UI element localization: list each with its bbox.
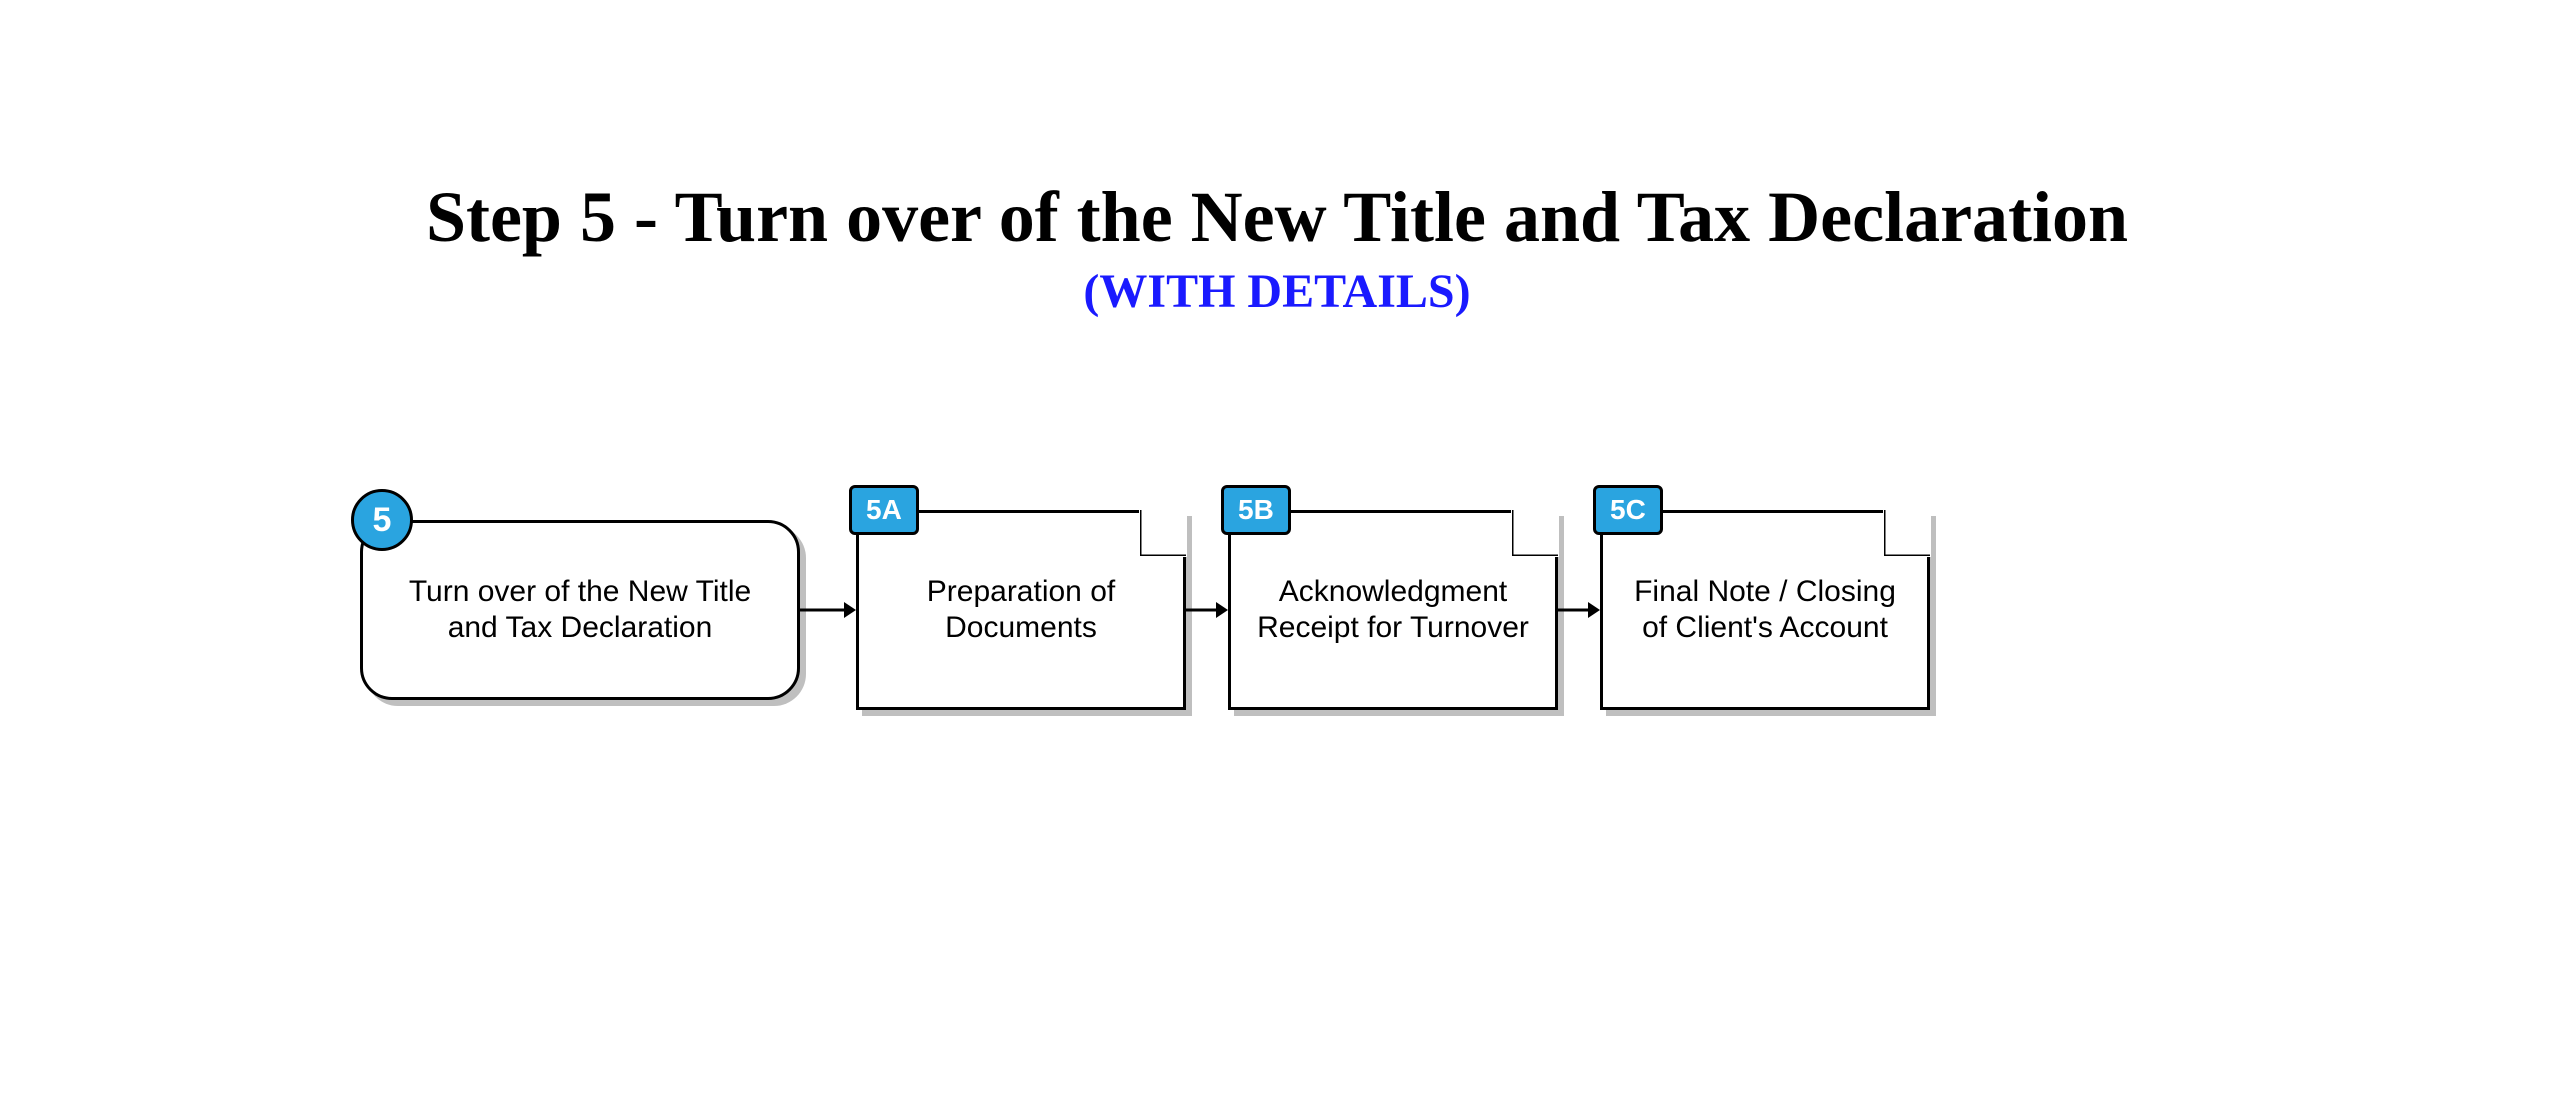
node-5A: 5A Preparation of Documents bbox=[856, 510, 1186, 710]
title-block: Step 5 - Turn over of the New Title and … bbox=[0, 180, 2554, 319]
badge-5B: 5B bbox=[1221, 485, 1291, 535]
node-5: 5 Turn over of the New Title and Tax Dec… bbox=[360, 520, 800, 700]
arrow-icon bbox=[1558, 598, 1600, 622]
dog-ear-icon bbox=[1140, 510, 1186, 556]
main-title: Step 5 - Turn over of the New Title and … bbox=[0, 180, 2554, 256]
node-5B: 5B Acknowledgment Receipt for Turnover bbox=[1228, 510, 1558, 710]
arrow-icon bbox=[1186, 598, 1228, 622]
node-5-label: Turn over of the New Title and Tax Decla… bbox=[385, 574, 775, 646]
node-5C: 5C Final Note / Closing of Client's Acco… bbox=[1600, 510, 1930, 710]
dog-ear-icon bbox=[1512, 510, 1558, 556]
arrow-5B-5C bbox=[1558, 598, 1600, 622]
arrow-5A-5B bbox=[1186, 598, 1228, 622]
arrow-icon bbox=[800, 598, 856, 622]
flowchart: 5 Turn over of the New Title and Tax Dec… bbox=[360, 510, 1930, 710]
badge-5A: 5A bbox=[849, 485, 919, 535]
dog-ear-icon bbox=[1884, 510, 1930, 556]
arrow-5-5A bbox=[800, 598, 856, 622]
node-5C-label: Final Note / Closing of Client's Account bbox=[1625, 574, 1905, 646]
node-5B-label: Acknowledgment Receipt for Turnover bbox=[1253, 574, 1533, 646]
subtitle: (WITH DETAILS) bbox=[0, 264, 2554, 319]
node-5A-label: Preparation of Documents bbox=[881, 574, 1161, 646]
badge-5C: 5C bbox=[1593, 485, 1663, 535]
badge-5: 5 bbox=[351, 489, 413, 551]
